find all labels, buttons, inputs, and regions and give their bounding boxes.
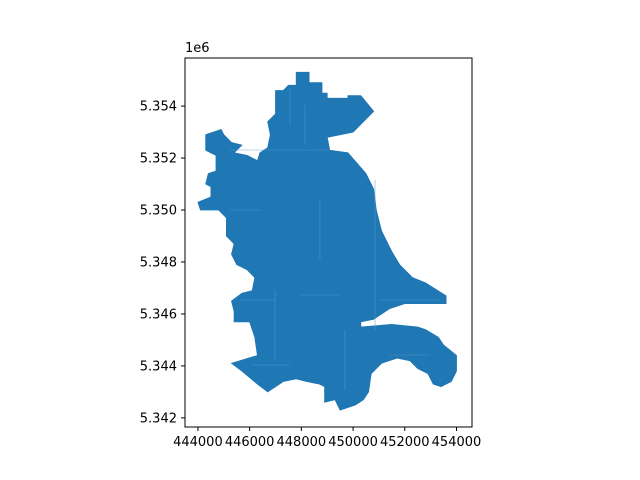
city-boundary-layer (197, 71, 457, 411)
y-tick-label: 5.346 (140, 307, 177, 322)
x-tick-label: 450000 (328, 435, 378, 450)
x-tick-label: 454000 (432, 435, 482, 450)
y-axis: 5.342 5.344 5.346 5.348 5.350 5.352 5.354 (140, 100, 185, 426)
y-tick-label: 5.350 (140, 204, 177, 219)
y-tick-label: 5.342 (140, 411, 177, 426)
x-tick-label: 444000 (173, 435, 223, 450)
x-tick-label: 452000 (380, 435, 430, 450)
y-tick-label: 5.354 (140, 100, 177, 115)
district-border-lines (230, 88, 440, 390)
y-tick-label: 5.344 (140, 359, 177, 374)
plot-frame (184, 57, 473, 428)
city-boundary-polygon (197, 71, 457, 411)
y-tick-label: 5.348 (140, 255, 177, 270)
x-tick-label: 448000 (277, 435, 327, 450)
x-axis: 444000 446000 448000 450000 452000 454000 (173, 427, 481, 450)
x-tick-label: 446000 (225, 435, 275, 450)
y-offset-label: 1e6 (185, 41, 210, 56)
y-tick-label: 5.352 (140, 152, 177, 167)
